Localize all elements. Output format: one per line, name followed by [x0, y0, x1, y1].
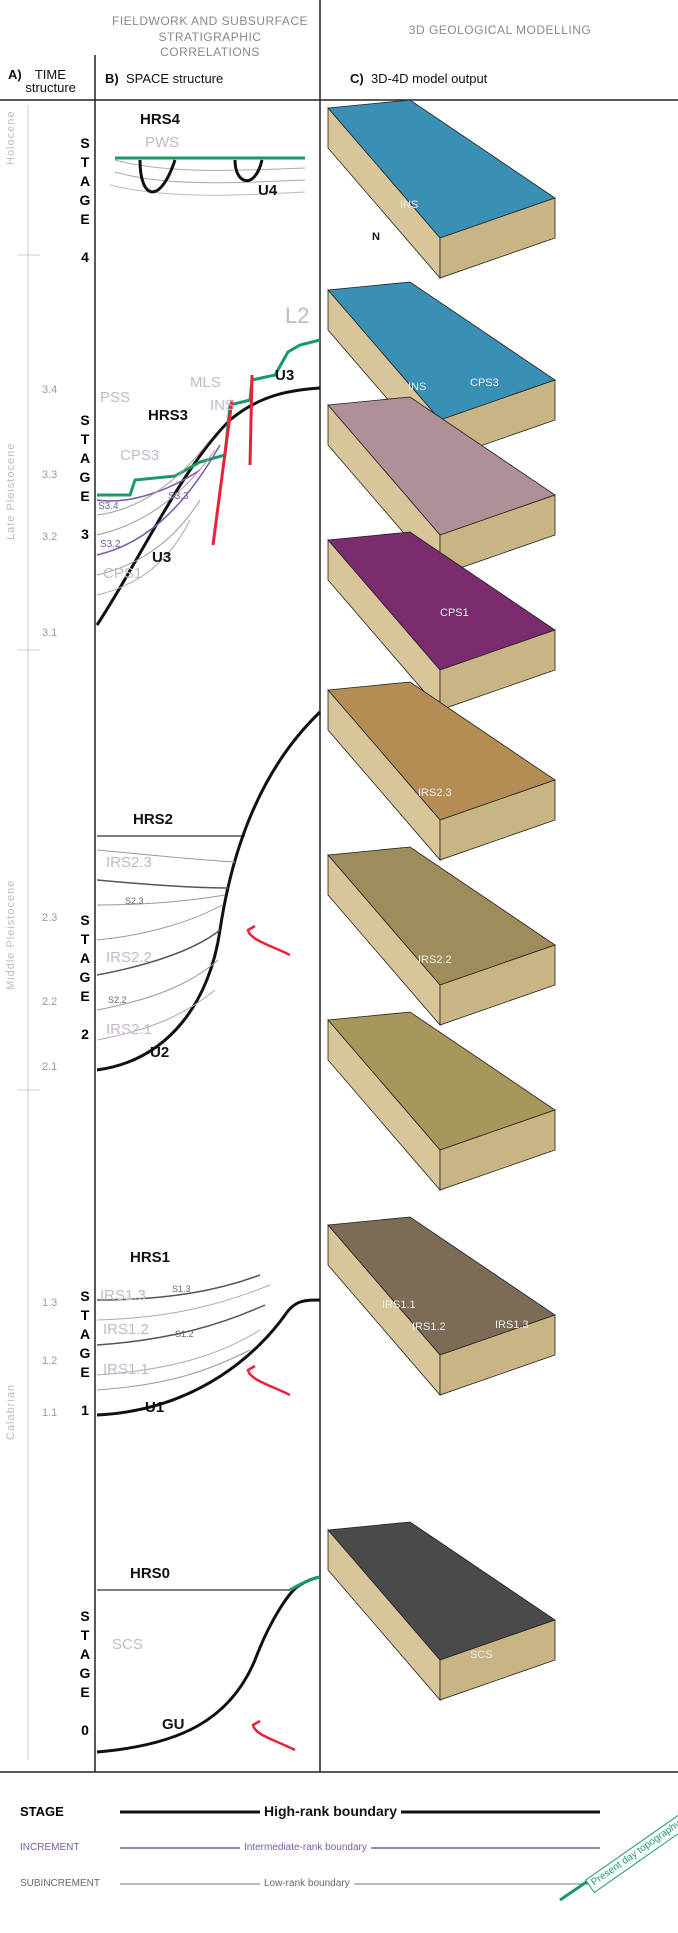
section-label: U4 — [258, 183, 277, 198]
section-label: CPS3 — [120, 448, 159, 463]
section-label: IRS2.3 — [106, 855, 152, 870]
increment-label: 2.2 — [42, 997, 57, 1008]
section-label: CPS1 — [103, 566, 142, 581]
section-label: U2 — [150, 1045, 169, 1060]
modelling-title: 3D GEOLOGICAL MODELLING — [335, 24, 665, 36]
section-label: HRS0 — [130, 1566, 170, 1581]
section-label: PSS — [100, 390, 130, 405]
stage-label: STAGE 0 — [78, 1608, 92, 1741]
section-label: S3.3 — [168, 492, 189, 502]
stage-label: STAGE 4 — [78, 135, 92, 268]
model-label: IRS1.1 — [382, 1300, 416, 1311]
col-label: TIME structure — [25, 68, 75, 94]
increment-label: 2.3 — [42, 913, 57, 924]
model-label: IRS1.3 — [495, 1320, 529, 1331]
section-label: S3.4 — [98, 502, 119, 512]
increment-label: 3.4 — [42, 385, 57, 396]
increment-label: 1.1 — [42, 1408, 57, 1419]
section-label: HRS2 — [133, 812, 173, 827]
increment-label: 3.2 — [42, 532, 57, 543]
increment-label: 1.3 — [42, 1298, 57, 1309]
section-label: IRS1.2 — [103, 1322, 149, 1337]
increment-label: 1.2 — [42, 1356, 57, 1367]
stage-label: STAGE 1 — [78, 1288, 92, 1421]
model-label: IRS2.2 — [418, 955, 452, 966]
increment-label: 3.1 — [42, 628, 57, 639]
col-letter: B) — [105, 71, 119, 86]
model-label: N — [372, 232, 380, 243]
section-label: L2 — [285, 305, 309, 327]
model-label: INS — [408, 382, 426, 393]
epoch-dividers — [18, 105, 40, 1760]
increment-label: 3.3 — [42, 470, 57, 481]
legend-lines — [120, 1812, 670, 1900]
legend-intermediate: Intermediate-rank boundary — [240, 1843, 371, 1853]
section-label: PWS — [145, 135, 179, 150]
stage-label: STAGE 2 — [78, 912, 92, 1045]
model-label: IRS2.3 — [418, 788, 452, 799]
section-label: SCS — [112, 1637, 143, 1652]
model-label: CPS3 — [470, 378, 499, 389]
legend-subincrement: SUBINCREMENT — [20, 1879, 100, 1889]
section-label: IRS1.3 — [100, 1288, 146, 1303]
legend-low: Low-rank boundary — [260, 1879, 354, 1889]
diagram — [0, 0, 678, 1933]
epoch-label: Holocene — [6, 111, 17, 165]
col-a-header: A) TIME structure — [8, 68, 75, 94]
col-letter: C) — [350, 71, 364, 86]
section-label: S1.2 — [175, 1330, 194, 1339]
section-label: S2.3 — [125, 897, 144, 906]
section-label: INS — [210, 398, 235, 413]
col-label: SPACE structure — [126, 71, 223, 86]
section-label: U1 — [145, 1400, 164, 1415]
legend-high: High-rank boundary — [260, 1804, 401, 1818]
epoch-label: Late Pleistocene — [6, 443, 17, 540]
stage-label: STAGE 3 — [78, 412, 92, 545]
legend-increment: INCREMENT — [20, 1843, 79, 1853]
section-label: S3.2 — [100, 540, 121, 550]
section-label: IRS1.1 — [103, 1362, 149, 1377]
section-label: HRS1 — [130, 1250, 170, 1265]
section-label: S1.3 — [172, 1285, 191, 1294]
col-letter: A) — [8, 67, 22, 82]
section-label: S2.2 — [108, 996, 127, 1005]
epoch-label: Middle Pleistocene — [6, 880, 17, 990]
model-blocks — [328, 100, 555, 1700]
model-label: SCS — [470, 1650, 493, 1661]
section-label: U3 — [275, 368, 294, 383]
section-label: IRS2.1 — [106, 1022, 152, 1037]
section-label: HRS3 — [148, 408, 188, 423]
figure: FIELDWORK AND SUBSURFACE STRATIGRAPHIC C… — [0, 0, 678, 1933]
increment-label: 2.1 — [42, 1062, 57, 1073]
fieldwork-title: FIELDWORK AND SUBSURFACE STRATIGRAPHIC C… — [110, 14, 310, 61]
model-label: CPS1 — [440, 608, 469, 619]
col-b-header: B) SPACE structure — [105, 72, 223, 85]
col-label: 3D-4D model output — [371, 71, 487, 86]
section-label: IRS2.2 — [106, 950, 152, 965]
section-label: GU — [162, 1717, 185, 1732]
col-c-header: C) 3D-4D model output — [350, 72, 487, 85]
epoch-label: Calabrian — [6, 1384, 17, 1440]
section-label: HRS4 — [140, 112, 180, 127]
section-label: MLS — [190, 375, 221, 390]
model-label: INS — [400, 200, 418, 211]
model-label: IRS1.2 — [412, 1322, 446, 1333]
legend-stage: STAGE — [20, 1805, 64, 1818]
section-label: U3 — [152, 550, 171, 565]
